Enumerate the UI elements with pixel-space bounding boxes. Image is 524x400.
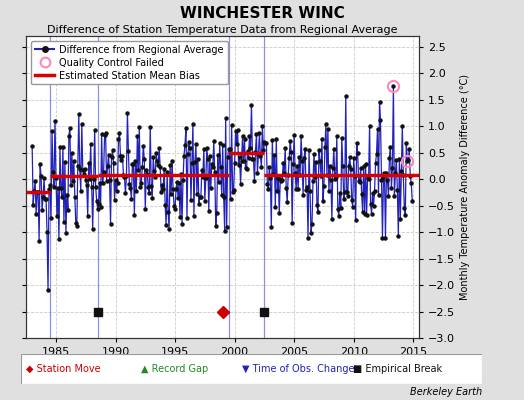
Text: ■ Empirical Break: ■ Empirical Break	[353, 364, 442, 374]
Legend: Difference from Regional Average, Quality Control Failed, Estimated Station Mean: Difference from Regional Average, Qualit…	[31, 41, 227, 84]
Text: WINCHESTER WINC: WINCHESTER WINC	[180, 6, 344, 21]
Text: ▼ Time of Obs. Change: ▼ Time of Obs. Change	[242, 364, 355, 374]
Text: ◆ Station Move: ◆ Station Move	[26, 364, 100, 374]
FancyBboxPatch shape	[21, 354, 482, 384]
Y-axis label: Monthly Temperature Anomaly Difference (°C): Monthly Temperature Anomaly Difference (…	[460, 74, 470, 300]
Text: ▲ Record Gap: ▲ Record Gap	[141, 364, 208, 374]
Title: Difference of Station Temperature Data from Regional Average: Difference of Station Temperature Data f…	[48, 25, 398, 35]
Text: Berkeley Earth: Berkeley Earth	[410, 387, 482, 397]
